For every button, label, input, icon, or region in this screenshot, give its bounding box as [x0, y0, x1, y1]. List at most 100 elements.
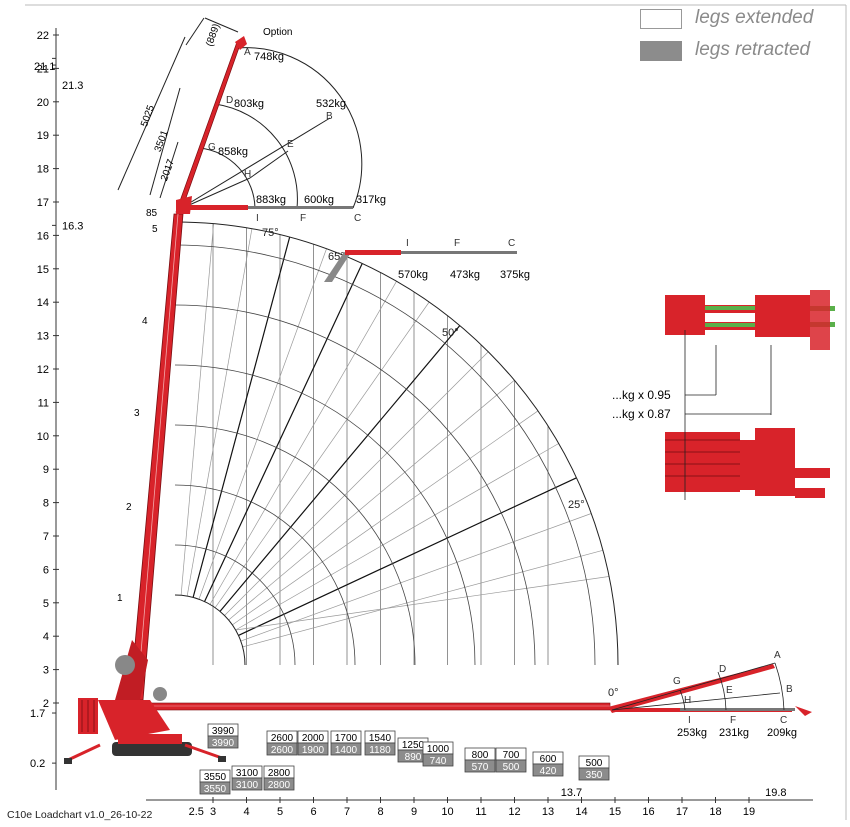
jib-top-g-point: G — [208, 142, 216, 153]
jib-65-i-point: I — [406, 238, 409, 249]
y-tick-label: 17 — [37, 197, 49, 209]
load-retracted-value: 500 — [503, 762, 520, 773]
outrigger-dimension-lines — [684, 330, 772, 500]
y-tick-label: 14 — [37, 297, 49, 309]
jib-65-f-point: F — [454, 238, 460, 249]
y-special-label: 0.2 — [30, 758, 45, 770]
x-special-label: 19.8 — [765, 787, 786, 799]
load-extended-value: 3100 — [236, 768, 259, 779]
outrigger-diagram — [665, 290, 835, 498]
legend-legs-retracted: legs retracted — [640, 39, 845, 61]
x-tick-label: 17 — [676, 806, 688, 818]
jib-top-d-load: 803kg — [234, 98, 264, 110]
load-retracted-value: 350 — [586, 770, 603, 781]
jib-chart-top — [177, 47, 363, 211]
y-special-label: 16.3 — [62, 220, 83, 232]
x-tick-label: 7 — [344, 806, 350, 818]
jib-top-c-point: C — [354, 213, 361, 224]
load-retracted-value: 3990 — [212, 738, 235, 749]
load-retracted-value: 420 — [540, 766, 557, 777]
boom-section-4: 4 — [142, 316, 148, 327]
load-retracted-value: 2800 — [268, 780, 291, 791]
dim-2017: 2017 — [159, 158, 177, 183]
y-special-label: 21.1 — [34, 61, 55, 73]
legend-label-extended: legs extended — [695, 7, 814, 28]
outer-arc — [174, 221, 619, 666]
load-retracted-value: 890 — [405, 752, 422, 763]
dim-5025: 5025 — [139, 103, 157, 128]
legend-swatch-retracted — [640, 41, 682, 61]
x-tick-label: 12 — [508, 806, 520, 818]
jib-0-i-load: 253kg — [677, 727, 707, 739]
boom-section-2: 2 — [126, 502, 132, 513]
jib-0-g-point: G — [673, 676, 681, 687]
jib-top-f-point: F — [300, 213, 306, 224]
jib-0-a-point: A — [774, 650, 781, 661]
x-tick-label: 3 — [210, 806, 216, 818]
load-extended-value: 700 — [503, 750, 520, 761]
load-box-retracted — [532, 763, 564, 777]
jib-top-f-load: 600kg — [304, 194, 334, 206]
dim-85: 85 — [146, 208, 158, 219]
footer-version: C10e Loadchart v1.0_26-10-22 — [7, 809, 153, 821]
jib-0-degree — [608, 662, 812, 716]
x-tick-label: 18 — [709, 806, 721, 818]
y-tick-label: 18 — [37, 164, 49, 176]
legend-swatch-extended — [640, 9, 682, 29]
jib-65-c-load: 375kg — [500, 269, 530, 281]
jib-0-c-load: 209kg — [767, 727, 797, 739]
y-tick-label: 20 — [37, 97, 49, 109]
jib-0-f-load: 231kg — [719, 727, 749, 739]
legend-legs-extended: legs extended — [640, 7, 845, 29]
y-tick-label: 16 — [37, 230, 49, 242]
x-tick-label: 6 — [310, 806, 316, 818]
y-tick-label: 8 — [43, 498, 49, 510]
x-axis-ticks: 3 4 5 6 7 8 9 10 11 12 13 14 15 16 17 18 19 2.5 13.7 19.8 — [189, 787, 787, 818]
dim-3501: 3501 — [153, 128, 171, 153]
y-tick-label: 4 — [43, 631, 49, 643]
jib-dimensions — [117, 17, 239, 199]
x-special-label: 13.7 — [561, 787, 582, 799]
load-box-retracted — [464, 759, 496, 773]
angle-50-label: 50° — [442, 327, 459, 339]
jib-top-g-load: 858kg — [218, 146, 248, 158]
load-extended-value: 1250 — [402, 740, 425, 751]
y-special-label: 21.3 — [62, 80, 83, 92]
jib-top-b-point: B — [326, 111, 333, 122]
jib-0-d-point: D — [719, 664, 726, 675]
jib-0-i-point: I — [688, 715, 691, 726]
angle-75-label: 75° — [262, 227, 279, 239]
y-tick-label: 19 — [37, 130, 49, 142]
y-tick-label: 6 — [43, 564, 49, 576]
load-box-retracted — [330, 742, 362, 756]
jib-top-e-point: E — [287, 139, 294, 150]
factor-087: ...kg x 0.87 — [612, 407, 671, 421]
load-extended-value: 3990 — [212, 726, 235, 737]
x-tick-label: 8 — [377, 806, 383, 818]
load-extended-value: 1540 — [369, 733, 392, 744]
load-box-retracted — [231, 777, 263, 791]
x-tick-label: 19 — [743, 806, 755, 818]
boom-section-5: 5 — [152, 224, 158, 235]
load-box-retracted — [263, 777, 295, 791]
load-retracted-value: 1180 — [369, 745, 391, 756]
load-box-retracted — [495, 759, 527, 773]
x-tick-label: 13 — [542, 806, 554, 818]
option-label: Option — [263, 27, 292, 38]
x-tick-label: 4 — [243, 806, 249, 818]
x-tick-label: 9 — [411, 806, 417, 818]
jib-0-b-point: B — [786, 684, 793, 695]
load-retracted-value: 1900 — [302, 745, 325, 756]
load-extended-value: 2800 — [268, 768, 291, 779]
jib-0-f-point: F — [730, 715, 736, 726]
y-tick-label: 22 — [37, 30, 49, 42]
load-extended-value: 800 — [472, 750, 489, 761]
load-retracted-value: 3100 — [236, 780, 259, 791]
jib-0-e-point: E — [726, 685, 733, 696]
dim-889: (889) — [204, 22, 222, 48]
horizontal-boom — [119, 702, 611, 711]
y-tick-label: 15 — [37, 264, 49, 276]
jib-top-d-point: D — [226, 95, 233, 106]
